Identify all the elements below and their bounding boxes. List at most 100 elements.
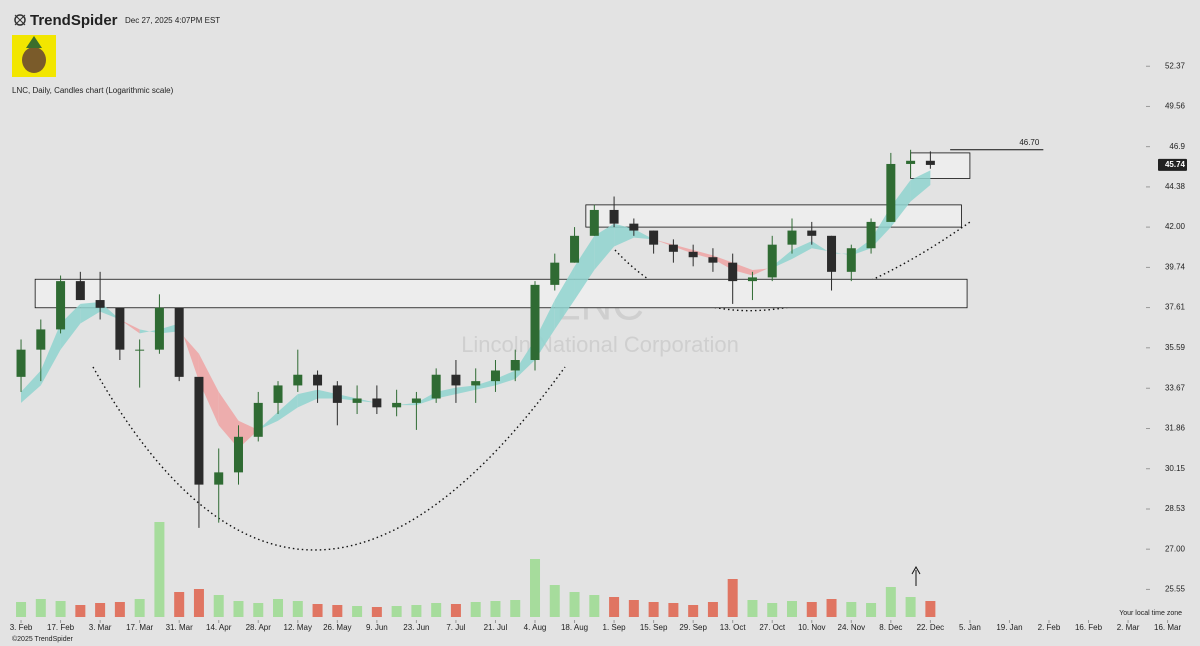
last-price-box	[1158, 158, 1187, 171]
ma-ribbon	[60, 303, 81, 350]
x-tick-label: 1. Sep	[603, 623, 627, 632]
x-tick-label: 3. Feb	[10, 623, 33, 632]
volume-bar	[767, 603, 778, 617]
candle-body	[747, 277, 757, 282]
volume-bar	[688, 605, 699, 617]
ma-ribbon	[100, 301, 120, 320]
volume-bar	[411, 605, 422, 617]
ma-ribbon	[515, 339, 536, 379]
candle-body	[787, 230, 797, 245]
ma-ribbon	[554, 266, 575, 330]
ma-ribbon	[574, 235, 595, 301]
ma-ribbon	[811, 241, 832, 254]
ma-ribbon	[218, 391, 239, 449]
volume-bar	[510, 600, 521, 617]
volume-bar	[292, 601, 303, 617]
volume-bar	[925, 601, 936, 617]
x-tick-label: 21. Jul	[484, 623, 508, 632]
x-tick-label: 3. Mar	[89, 623, 112, 632]
ma-ribbon	[653, 239, 674, 247]
ma-ribbon	[159, 323, 180, 334]
zone	[34, 278, 968, 309]
ma-ribbon	[357, 398, 377, 403]
ma-ribbon	[732, 262, 753, 276]
ma-ribbon	[535, 300, 555, 361]
candle-body	[56, 281, 66, 330]
y-tick-label: 33.67	[1165, 383, 1186, 392]
y-tick-label: 52.37	[1165, 61, 1186, 70]
candle-body	[530, 284, 540, 361]
x-tick-label: 14. Apr	[206, 623, 232, 632]
candle-body	[16, 349, 26, 377]
y-tick-label: 49.56	[1165, 102, 1186, 111]
x-tick-label: 4. Aug	[524, 623, 547, 632]
timestamp: Dec 27, 2025 4:07PM EST	[125, 16, 220, 25]
x-tick-label: 9. Jun	[366, 623, 388, 632]
ma-ribbon	[21, 370, 41, 403]
volume-bar	[16, 602, 27, 617]
x-tick-label: 15. Sep	[640, 623, 668, 632]
candle-body	[352, 398, 362, 403]
ma-ribbon	[772, 250, 792, 269]
volume-bar	[786, 601, 797, 617]
candle-body	[253, 402, 263, 437]
candle-body	[846, 248, 856, 272]
ma-ribbon	[119, 319, 140, 334]
volume-bar	[806, 602, 817, 617]
x-tick-label: 23. Jun	[403, 623, 429, 632]
candle-body	[649, 230, 659, 245]
x-tick-label: 31. Mar	[166, 623, 193, 632]
volume-bar	[470, 602, 481, 617]
candle-body	[550, 262, 560, 285]
candle-body	[451, 374, 461, 386]
ma-ribbon	[871, 206, 891, 249]
candle-body	[392, 402, 402, 408]
ma-ribbon	[614, 223, 634, 247]
ma-ribbon	[278, 394, 298, 421]
x-tick-label: 28. Apr	[246, 623, 272, 632]
volume-bar	[589, 595, 600, 617]
ma-ribbon	[693, 250, 713, 260]
ma-ribbon	[297, 389, 318, 408]
candle-body	[471, 381, 481, 386]
volume-bar	[35, 599, 46, 617]
volume-bar	[95, 603, 106, 617]
volume-bar	[134, 599, 145, 617]
volume-bar	[273, 599, 284, 617]
volume-bar	[905, 597, 916, 617]
ma-ribbon	[475, 378, 496, 390]
arrow	[911, 565, 921, 586]
volume-bar	[253, 603, 264, 617]
candle-body	[629, 223, 639, 231]
volume-bar	[885, 587, 896, 617]
ma-ribbon	[752, 266, 773, 276]
avatar	[12, 35, 56, 77]
brand: TrendSpider	[30, 12, 118, 29]
ma-ribbon	[673, 244, 694, 254]
x-tick-label: 26. May	[323, 623, 351, 632]
x-tick-label: 16. Mar	[1154, 623, 1181, 632]
copyright: ©2025 TrendSpider	[12, 635, 73, 643]
candle-body	[589, 209, 599, 236]
watermark-name: Lincoln National Corporation	[461, 332, 739, 357]
candle-body	[609, 209, 619, 224]
x-tick-label: 27. Oct	[759, 623, 786, 632]
y-tick-label: 42.00	[1165, 222, 1186, 231]
x-tick-label: 29. Sep	[679, 623, 707, 632]
y-tick-label: 25.55	[1165, 585, 1186, 594]
candle-body	[154, 307, 164, 350]
candle-body	[233, 436, 243, 473]
ma-ribbon	[80, 301, 101, 324]
volume-bar	[55, 601, 66, 617]
candle-body	[827, 235, 837, 272]
candle-body	[372, 398, 382, 408]
candle-body	[490, 370, 500, 382]
x-tick-label: 16. Feb	[1075, 623, 1103, 632]
zone	[910, 152, 971, 179]
logo-mark	[14, 14, 26, 26]
volume-bar	[668, 603, 679, 617]
volume-bar	[75, 605, 86, 617]
zone	[585, 204, 962, 228]
candle-body	[411, 398, 421, 403]
volume-bar	[549, 585, 560, 617]
